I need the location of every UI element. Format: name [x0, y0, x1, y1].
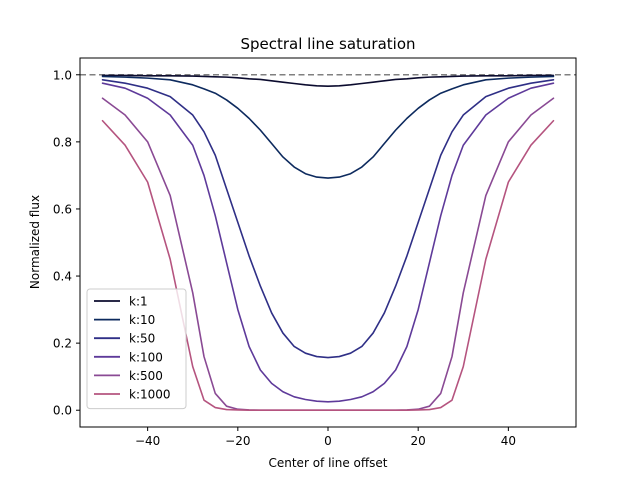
- series-line-k-100: [101, 82, 555, 403]
- series-group: [101, 74, 555, 412]
- plot-area: [80, 74, 576, 412]
- x-tick-label: −20: [225, 434, 250, 448]
- legend: k:1 k:10 k:50 k:100 k:500 k:1000: [86, 288, 187, 410]
- x-axis-label: Center of line offset: [268, 456, 387, 470]
- x-tick-label: 20: [411, 434, 426, 448]
- y-tick-label: 0.6: [53, 202, 72, 216]
- legend-label: k:100: [129, 350, 163, 364]
- series-line-k-1: [101, 74, 555, 87]
- legend-label: k:1000: [129, 388, 171, 402]
- series-line-k-1000: [101, 119, 555, 412]
- series-line-k-50: [101, 79, 555, 359]
- axes: −40 −20 0 20 40 0.0 0.2 0.4 0.6 0.8 1.0: [53, 57, 577, 448]
- x-tick-label: 40: [501, 434, 516, 448]
- y-tick-label: 0.2: [53, 337, 72, 351]
- y-tick-label: 0.4: [53, 270, 72, 284]
- legend-label: k:1: [129, 295, 148, 309]
- y-axis-label: Normalized flux: [28, 195, 42, 289]
- legend-label: k:10: [129, 313, 155, 327]
- chart-title: Spectral line saturation: [240, 35, 415, 53]
- y-tick-label: 0.8: [53, 135, 72, 149]
- series-line-k-10: [101, 75, 555, 179]
- y-tick-label: 1.0: [53, 68, 72, 82]
- legend-label: k:50: [129, 332, 155, 346]
- y-tick-label: 0.0: [53, 404, 72, 418]
- legend-label: k:500: [129, 369, 163, 383]
- x-tick-label: 0: [324, 434, 332, 448]
- x-tick-label: −40: [135, 434, 160, 448]
